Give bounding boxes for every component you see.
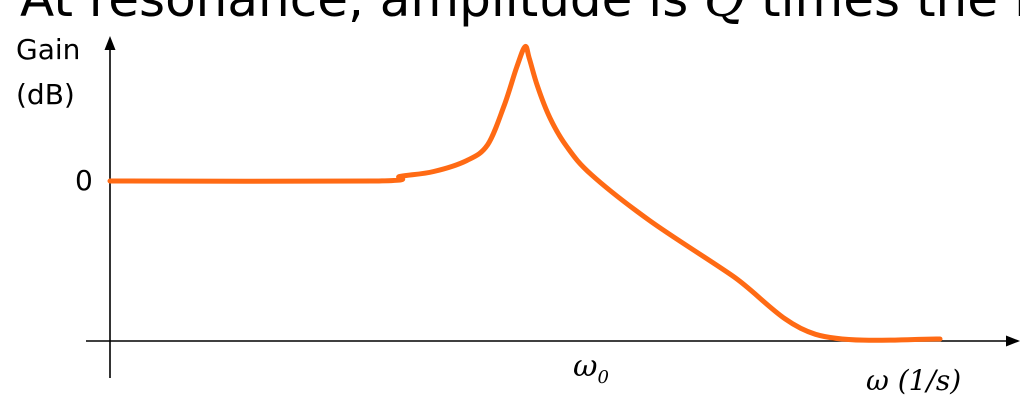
y-tick-zero: 0 [75, 164, 93, 197]
up-arrow-icon [104, 36, 116, 50]
y-axis-label-line-1: Gain [16, 33, 81, 66]
y-axis-label-line-2: (dB) [16, 78, 75, 111]
gain-curve [107, 43, 943, 343]
x-tick-omega-0: ω0 [573, 349, 609, 388]
x-axis-label: ω (1/s) [866, 364, 962, 397]
right-arrow-icon [1006, 335, 1020, 347]
slide-title: At resonance, amplitude is Q times the D… [20, 0, 1020, 24]
title-clip: At resonance, amplitude is Q times the D… [0, 0, 1020, 44]
